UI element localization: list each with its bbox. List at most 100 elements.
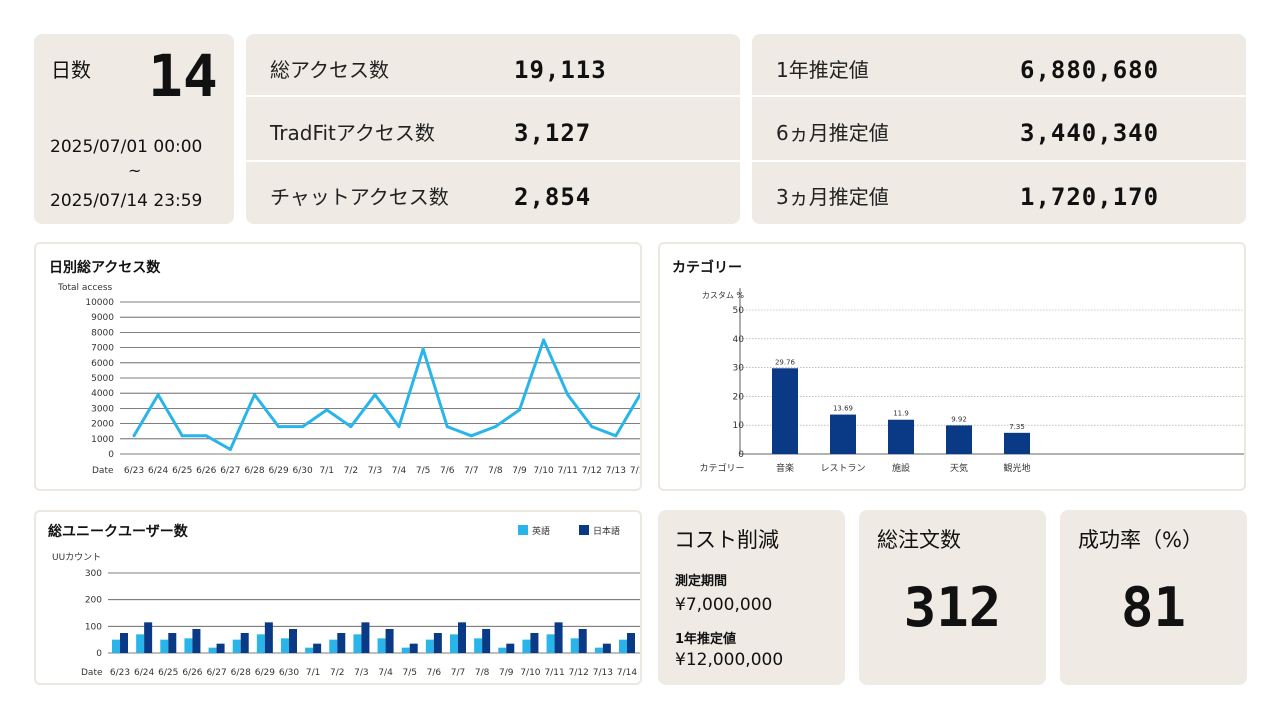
- uu-xtick-label: 7/1: [306, 668, 320, 678]
- category-bar-value-label: 9.92: [951, 415, 967, 423]
- total-access-value: 19,113: [514, 56, 607, 84]
- uu-bar-japanese: [627, 633, 635, 653]
- category-bar-chart: カスタム % 0 10 20 30 40 50 カテゴリー 29.76 音楽 13.69 レストラン 1…: [699, 288, 1244, 474]
- uu-bar-japanese: [482, 629, 491, 653]
- uu-bar-english: [208, 647, 217, 653]
- line-chart-xtick-label: 6/23: [124, 466, 144, 476]
- uu-xtick-label: 7/12: [569, 668, 589, 678]
- uu-chart-ytick-label: 0: [96, 649, 102, 659]
- orders-value: 312: [903, 576, 1002, 639]
- daily-access-series-line: [132, 338, 640, 451]
- estimate-3m-value: 1,720,170: [1020, 183, 1160, 211]
- category-chart-ytick-label: 50: [733, 306, 745, 316]
- line-chart-xlabel: Date: [92, 466, 114, 476]
- uu-bar-english: [112, 639, 120, 653]
- category-bar-value-label: 29.76: [775, 358, 796, 366]
- cost-card: コスト削減 測定期間 ¥7,000,000 1年推定値 ¥12,000,000: [658, 510, 845, 685]
- daily-access-point: [518, 408, 522, 412]
- category-bar-value-label: 13.69: [833, 405, 853, 413]
- line-chart-xtick-label: 6/28: [244, 466, 264, 476]
- success-card: 成功率（%） 81: [1060, 510, 1247, 685]
- uu-bar-english: [305, 647, 314, 653]
- daily-access-point: [614, 434, 618, 438]
- uu-bar-english: [522, 639, 531, 653]
- daily-access-line-chart: Total access 0 1000 2000 3000 4000 5000 6000 700…: [57, 283, 640, 476]
- line-chart-xtick-label: 7/8: [488, 466, 503, 476]
- uu-xtick-label: 6/25: [158, 668, 178, 678]
- uu-bar-english: [377, 638, 386, 653]
- category-xtick-label: 天気: [950, 462, 968, 474]
- daily-access-point: [421, 347, 425, 351]
- chat-access-label: チャットアクセス数: [270, 185, 449, 209]
- tradfit-access-label: TradFitアクセス数: [270, 121, 435, 145]
- uu-bar-japanese: [192, 629, 201, 653]
- line-chart-xtick-label: 7/7: [464, 466, 478, 476]
- uu-bar-english: [160, 639, 169, 653]
- uu-bar-english: [401, 647, 410, 653]
- uu-xtick-label: 6/23: [110, 668, 130, 678]
- uu-xtick-label: 7/7: [451, 668, 465, 678]
- uu-bar-japanese: [361, 622, 370, 653]
- success-title: 成功率（%）: [1078, 528, 1203, 552]
- line-chart-ytick-label: 7000: [91, 344, 114, 354]
- period-end: 2025/07/14 23:59: [50, 191, 203, 211]
- legend-label-japanese: 日本語: [593, 525, 620, 537]
- uu-chart-ytick-label: 300: [85, 569, 102, 579]
- line-chart-xtick-label: 6/24: [148, 466, 168, 476]
- daily-access-point: [493, 425, 497, 429]
- orders-card: 総注文数 312: [859, 510, 1046, 685]
- line-chart-xtick-label: 6/27: [220, 466, 240, 476]
- uu-bar-japanese: [313, 643, 322, 653]
- uu-bar-japanese: [578, 629, 587, 653]
- uu-bar-japanese: [240, 633, 249, 653]
- uu-bar-english: [594, 647, 603, 653]
- uu-xtick-label: 6/24: [134, 668, 154, 678]
- estimate-6m-label: 6ヵ月推定値: [776, 121, 889, 145]
- line-chart-xtick-label: 7/2: [344, 466, 358, 476]
- category-bar: [888, 419, 914, 454]
- uu-chart-ytick-label: 100: [85, 622, 102, 632]
- uu-bar-japanese: [385, 629, 394, 653]
- category-bar: [772, 368, 798, 454]
- daily-access-point: [566, 393, 570, 397]
- line-chart-ytick-label: 8000: [91, 328, 114, 338]
- category-chart-ytick-label: 0: [738, 450, 744, 460]
- line-chart-xtick-label: 7/5: [416, 466, 430, 476]
- category-bar: [1004, 432, 1030, 454]
- unique-users-chart-card: 総ユニークユーザー数 英語 日本語 UUカウント 0 100 200 300 Date 6/23…: [34, 510, 642, 685]
- cost-title: コスト削減: [674, 528, 779, 552]
- uu-bar-japanese: [409, 643, 418, 653]
- uu-xtick-label: 7/6: [427, 668, 442, 678]
- uu-bar-japanese: [458, 622, 466, 653]
- line-chart-xtick-label: 7/11: [558, 466, 578, 476]
- days-card: 日数 14 2025/07/01 00:00 ~ 2025/07/14 23:5…: [34, 34, 234, 224]
- category-chart-xlabel: カテゴリー: [699, 462, 744, 474]
- daily-access-point: [252, 393, 256, 397]
- cost-year-value: ¥12,000,000: [675, 650, 784, 670]
- uu-bar-english: [450, 634, 458, 653]
- daily-access-point: [349, 425, 353, 429]
- access-card: 総アクセス数 19,113 TradFitアクセス数 3,127 チャットアクセ…: [246, 34, 740, 224]
- daily-access-point: [180, 434, 184, 438]
- daily-access-point: [301, 425, 305, 429]
- line-chart-ytick-label: 6000: [91, 359, 114, 369]
- uu-bar-english: [498, 647, 507, 653]
- daily-access-point: [542, 338, 546, 342]
- unique-users-chart-title: 総ユニークユーザー数: [48, 524, 188, 540]
- period-tilde: ~: [128, 161, 142, 180]
- cost-year-label: 1年推定値: [675, 632, 737, 647]
- uu-bar-english: [232, 639, 241, 653]
- cost-period-value: ¥7,000,000: [675, 595, 773, 615]
- category-xtick-label: レストラン: [820, 463, 865, 474]
- uu-bar-japanese: [289, 629, 297, 653]
- chat-access-value: 2,854: [514, 183, 592, 211]
- line-chart-xtick-label: 7/14: [630, 466, 640, 476]
- daily-access-point: [373, 393, 377, 397]
- line-chart-xtick-label: 7/12: [582, 466, 602, 476]
- category-chart-ytick-label: 30: [733, 364, 745, 374]
- uu-bar-japanese: [337, 633, 346, 653]
- line-chart-ytick-label: 10000: [85, 298, 114, 308]
- uu-bar-japanese: [602, 643, 611, 653]
- daily-access-chart-title: 日別総アクセス数: [49, 260, 161, 276]
- uu-xtick-label: 7/3: [354, 668, 368, 678]
